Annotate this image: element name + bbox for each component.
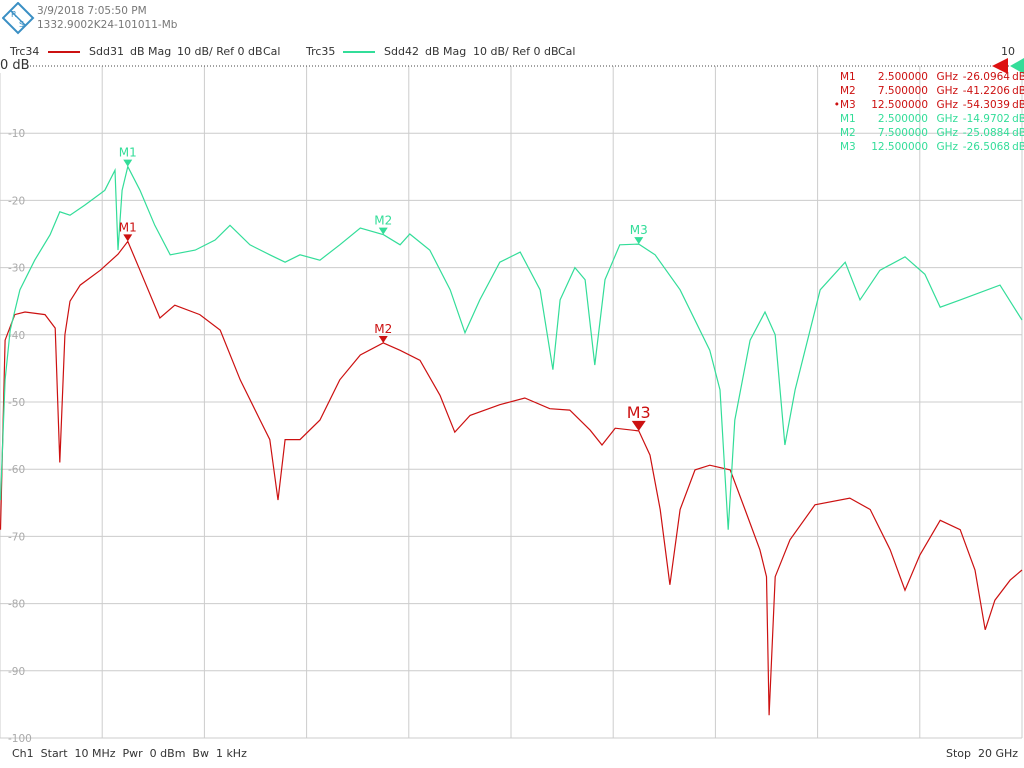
marker-freq: 7.500000 <box>877 85 928 97</box>
marker-unit: GHz <box>936 127 958 139</box>
marker-value: -14.9702 <box>962 113 1010 125</box>
y-tick-label: -10 <box>8 128 25 140</box>
marker-triangle <box>378 227 388 235</box>
marker-freq: 2.500000 <box>877 113 928 125</box>
marker-label: M2 <box>374 322 392 336</box>
trace-35-param[interactable]: Sdd42 <box>384 45 419 58</box>
trace-35-format[interactable]: dB Mag <box>425 45 467 58</box>
marker-active <box>830 84 840 98</box>
marker-freq: 2.500000 <box>877 71 928 83</box>
marker-value: -26.0964 <box>962 71 1010 83</box>
marker-name: M1 <box>840 71 856 83</box>
marker-active: • <box>833 99 840 111</box>
marker-freq: 7.500000 <box>877 127 928 139</box>
marker-active <box>830 126 840 140</box>
y-tick-label: -40 <box>8 330 25 342</box>
marker-vunit: dB <box>1012 85 1024 97</box>
ref-level-label: 0 dB <box>0 58 30 73</box>
marker-vunit: dB <box>1012 71 1024 83</box>
marker-unit: GHz <box>936 99 958 111</box>
marker-row[interactable]: M3 12.500000 GHz -26.5068 dB <box>830 140 1024 154</box>
marker-row[interactable]: M1 2.500000 GHz -14.9702 dB <box>830 112 1024 126</box>
marker-active <box>830 112 840 126</box>
marker-name: M2 <box>840 85 856 97</box>
marker-row[interactable]: M1 2.500000 GHz -26.0964 dB <box>830 70 1024 84</box>
trace-sdd31 <box>0 240 1023 716</box>
channel-info: Ch1 Start 10 MHz Pwr 0 dBm Bw 1 kHz <box>12 747 247 760</box>
rs-logo: R S <box>2 2 35 35</box>
marker-value: -26.5068 <box>962 141 1010 153</box>
marker-name: M3 <box>840 99 856 111</box>
marker-triangle <box>634 237 644 245</box>
y-tick-label: -70 <box>8 531 25 543</box>
marker-row[interactable]: • M3 12.500000 GHz -54.3039 dB <box>830 98 1024 112</box>
ref-arrow-trace34 <box>992 58 1008 74</box>
marker-name: M2 <box>840 127 856 139</box>
svg-text:S: S <box>19 20 24 29</box>
marker-triangle <box>631 420 646 431</box>
marker-unit: GHz <box>936 113 958 125</box>
svg-text:R: R <box>11 10 17 19</box>
y-tick-label: -90 <box>8 666 25 678</box>
ref-arrow-trace35 <box>1010 58 1024 74</box>
marker-label: M1 <box>119 146 137 160</box>
device-id: 1332.9002K24-101011-Mb <box>37 19 178 31</box>
trace-35-cal: Cal <box>558 45 576 58</box>
marker-value: -25.0884 <box>962 127 1010 139</box>
trace-sdd42 <box>0 164 1023 530</box>
marker-name: M3 <box>840 141 856 153</box>
trace-34-cal: Cal <box>263 45 281 58</box>
marker-active <box>830 70 840 84</box>
marker-triangle <box>123 234 133 242</box>
y-tick-label: -80 <box>8 599 25 611</box>
marker-freq: 12.500000 <box>871 99 928 111</box>
trace-34-swatch <box>48 51 80 53</box>
y-tick-label: -30 <box>8 263 25 275</box>
trace-35-scale[interactable]: 10 dB/ Ref 0 dB <box>473 45 559 58</box>
marker-label: M3 <box>630 223 648 237</box>
marker-vunit: dB <box>1012 127 1024 139</box>
trace-35-name[interactable]: Trc35 <box>306 45 336 58</box>
marker-value: -41.2206 <box>962 85 1010 97</box>
marker-value: -54.3039 <box>962 99 1010 111</box>
y-tick-label: -20 <box>8 195 25 207</box>
y-tick-label: -60 <box>8 464 25 476</box>
marker-freq: 12.500000 <box>871 141 928 153</box>
marker-vunit: dB <box>1012 99 1024 111</box>
y-tick-label: -50 <box>8 397 25 409</box>
y-tick-label: -100 <box>8 733 32 745</box>
marker-unit: GHz <box>936 85 958 97</box>
stop-frequency: Stop 20 GHz <box>946 747 1019 760</box>
marker-unit: GHz <box>936 71 958 83</box>
marker-row[interactable]: M2 7.500000 GHz -41.2206 dB <box>830 84 1024 98</box>
marker-label: M3 <box>627 403 651 422</box>
trace-34-name[interactable]: Trc34 <box>10 45 40 58</box>
marker-triangle <box>378 336 388 344</box>
marker-unit: GHz <box>936 141 958 153</box>
marker-row[interactable]: M2 7.500000 GHz -25.0884 dB <box>830 126 1024 140</box>
timestamp: 3/9/2018 7:05:50 PM <box>37 5 147 17</box>
trace-35-swatch <box>343 51 375 53</box>
marker-name: M1 <box>840 113 856 125</box>
marker-table: M1 2.500000 GHz -26.0964 dB M2 7.500000 GHz -41.… <box>830 70 1024 154</box>
marker-label: M1 <box>119 220 137 234</box>
trace-34-scale[interactable]: 10 dB/ Ref 0 dB <box>177 45 263 58</box>
marker-triangle <box>123 159 133 167</box>
trace-34-param[interactable]: Sdd31 <box>89 45 124 58</box>
trace-34-format[interactable]: dB Mag <box>130 45 172 58</box>
marker-label: M2 <box>374 214 392 228</box>
marker-vunit: dB <box>1012 113 1024 125</box>
marker-active <box>830 140 840 154</box>
marker-vunit: dB <box>1012 141 1024 153</box>
ref-right-label: 10 <box>1001 45 1015 58</box>
